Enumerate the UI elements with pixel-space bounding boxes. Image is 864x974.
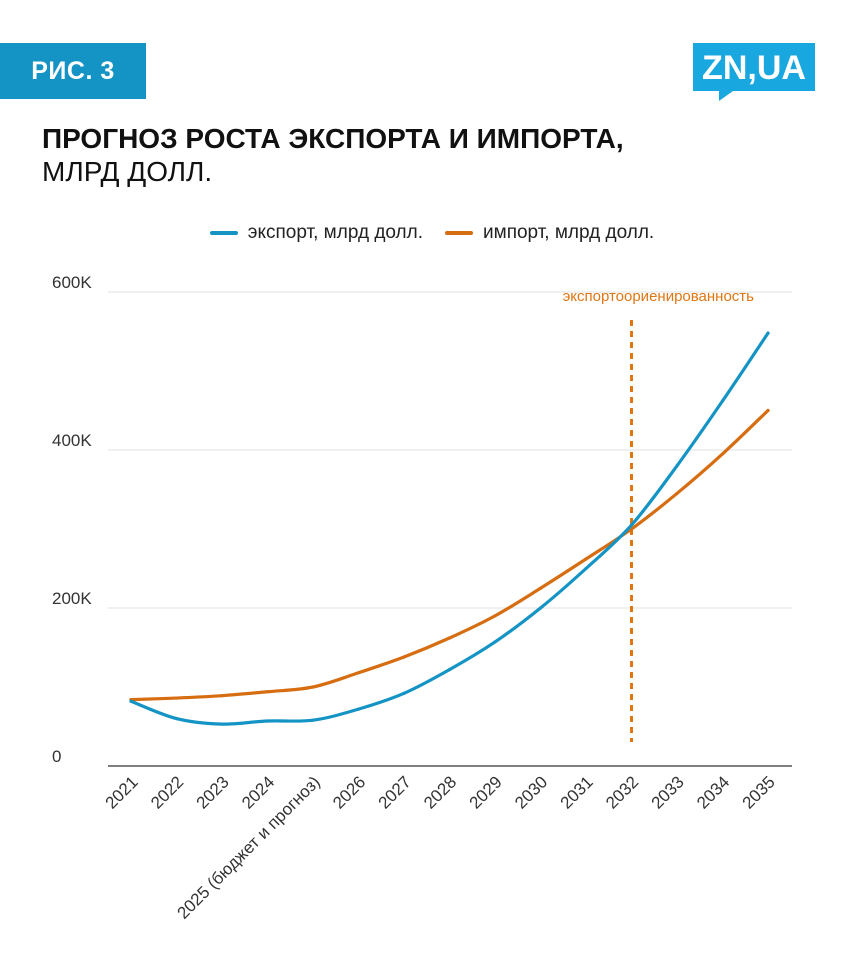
annotation-label: экспортоориенированность <box>563 288 755 305</box>
y-tick-label: 0 <box>52 747 61 766</box>
data-point-import <box>675 491 679 496</box>
logo-tail <box>719 91 733 101</box>
figure-badge: РИС. 3 <box>0 43 146 99</box>
data-point-export <box>447 668 452 672</box>
x-tick-label: 2023 <box>193 772 233 812</box>
series-line-export <box>129 331 770 726</box>
series-line-import <box>129 408 770 702</box>
data-point-export <box>174 717 179 721</box>
x-tick-label: 2033 <box>648 772 688 812</box>
title-bold: ПРОГНОЗ РОСТА ЭКСПОРТА И ИМПОРТА, <box>42 123 624 154</box>
data-point-export <box>220 722 224 726</box>
data-point-export <box>538 606 543 610</box>
y-tick-label: 200K <box>52 589 92 608</box>
data-point-import <box>311 685 315 689</box>
legend-label-import: импорт, млрд долл. <box>483 222 655 243</box>
grid-layer <box>108 291 792 767</box>
legend-swatch-export <box>209 231 238 235</box>
x-tick-label: 2021 <box>102 772 142 812</box>
data-point-import <box>584 557 588 561</box>
data-point-export <box>720 399 725 403</box>
data-point-export <box>356 707 361 711</box>
data-point-import <box>493 614 497 618</box>
y-tick-label: 400K <box>52 431 92 450</box>
x-tick-label: 2034 <box>693 772 733 812</box>
x-tick-label: 2026 <box>329 772 369 812</box>
data-point-export <box>629 523 634 527</box>
x-tick-label: 2022 <box>147 772 187 812</box>
y-tick-label: 600K <box>52 273 92 292</box>
data-point-import <box>356 671 361 675</box>
data-point-export <box>766 331 770 335</box>
data-point-import <box>766 408 770 413</box>
legend: экспорт, млрд долл. импорт, млрд долл. <box>0 222 864 244</box>
x-tick-label: 2027 <box>375 772 415 812</box>
x-tick-label: 2028 <box>420 772 460 812</box>
logo-background <box>693 43 815 91</box>
x-tick-label: 2030 <box>511 772 551 812</box>
data-point-import <box>174 696 179 700</box>
legend-item-import: импорт, млрд долл. <box>445 222 654 244</box>
x-tick-label: 2031 <box>557 772 597 812</box>
x-tick-label: 2024 <box>238 772 278 812</box>
x-tick-label: 2029 <box>466 772 506 812</box>
zn-ua-logo: ZN,UA <box>693 43 815 101</box>
data-point-export <box>311 718 315 722</box>
data-point-import <box>265 690 270 694</box>
data-point-export <box>402 691 406 695</box>
legend-label-export: экспорт, млрд долл. <box>247 222 424 243</box>
data-point-import <box>720 452 725 456</box>
data-point-import <box>402 655 406 659</box>
data-point-export <box>675 464 679 468</box>
data-point-import <box>220 694 224 698</box>
data-point-import <box>447 636 452 640</box>
data-point-import <box>538 586 543 590</box>
x-tick-label: 2035 <box>739 772 779 812</box>
title-unit: МЛРД ДОЛЛ. <box>42 156 213 187</box>
series-layer <box>129 331 770 726</box>
x-tick-label: 2032 <box>602 772 642 812</box>
data-point-export <box>584 566 588 571</box>
legend-swatch-import <box>445 231 474 235</box>
data-point-export <box>493 640 497 644</box>
legend-item-export: экспорт, млрд долл. <box>209 222 424 244</box>
data-point-export <box>129 699 133 703</box>
data-point-export <box>265 719 270 723</box>
logo-text: ZN,UA <box>702 49 806 87</box>
chart-title: ПРОГНОЗ РОСТА ЭКСПОРТА И ИМПОРТА, МЛРД Д… <box>42 122 624 188</box>
